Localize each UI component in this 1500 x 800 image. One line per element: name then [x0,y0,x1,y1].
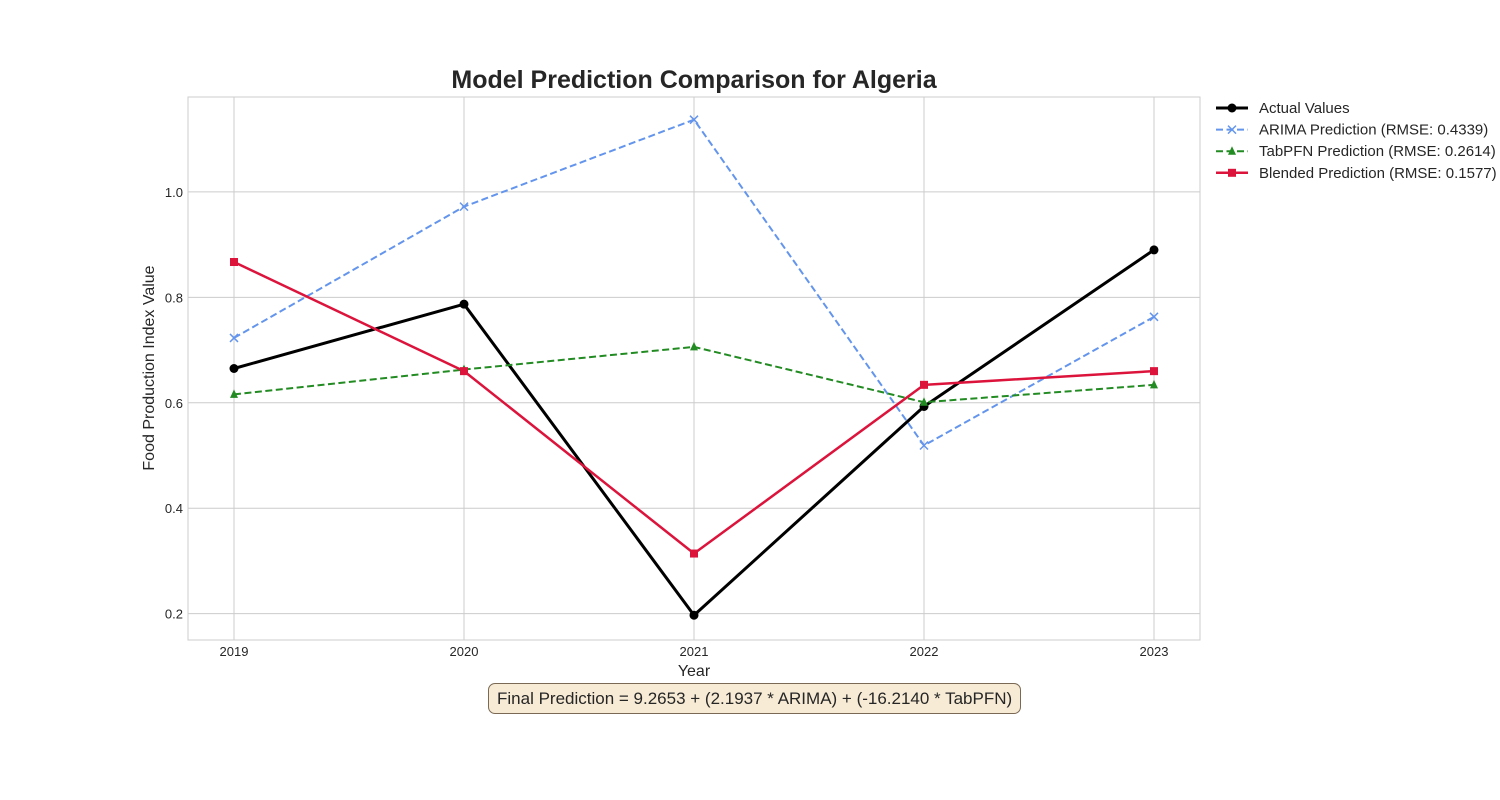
formula-annotation: Final Prediction = 9.2653 + (2.1937 * AR… [488,683,1022,714]
series-0 [229,245,1159,620]
data-point [1150,379,1158,389]
data-point [1227,103,1237,113]
data-point [919,440,929,450]
data-point [920,397,928,406]
data-point [1149,312,1159,322]
data-point [230,389,238,398]
legend-item: Blended Prediction (RMSE: 0.1577) [1216,165,1497,182]
series-layer [229,115,1159,620]
plot-frame [187,96,1201,641]
series-1 [229,115,1159,450]
y-tick-label: 1.0 [165,185,183,200]
data-point [690,341,698,351]
chart-title: Model Prediction Comparison for Algeria [451,66,937,94]
x-tick-label: 2021 [680,644,709,659]
series-3 [230,258,1158,558]
data-point [229,333,239,343]
data-point [1228,168,1236,177]
legend-label: Blended Prediction (RMSE: 0.1577) [1259,165,1497,182]
data-point [690,549,698,558]
y-axis-ticks: 0.2 0.4 0.6 0.8 1.0 [165,185,183,622]
data-point [459,299,469,309]
data-point [459,202,469,212]
x-tick-label: 2019 [220,644,249,659]
data-point [1227,125,1237,135]
y-tick-label: 0.4 [165,501,183,516]
legend: Actual Values ARIMA Prediction (RMSE: 0.4… [1216,100,1497,182]
legend-item: ARIMA Prediction (RMSE: 0.4339) [1216,122,1488,139]
data-point [689,610,699,620]
legend-item: Actual Values [1216,100,1350,117]
x-tick-label: 2023 [1140,644,1169,659]
legend-label: Actual Values [1259,100,1350,117]
legend-label: ARIMA Prediction (RMSE: 0.4339) [1259,122,1488,139]
y-tick-label: 0.8 [165,290,183,305]
data-point [1149,245,1159,255]
data-point [229,364,239,373]
legend-label: TabPFN Prediction (RMSE: 0.2614) [1259,143,1496,160]
x-tick-label: 2022 [910,644,939,659]
legend-item: TabPFN Prediction (RMSE: 0.2614) [1216,143,1496,160]
data-point [230,258,238,267]
y-tick-label: 0.6 [165,396,183,411]
data-point [460,367,468,376]
grid [188,97,1200,640]
x-axis-ticks: 2019 2020 2021 2022 2023 [220,644,1169,659]
data-point [920,380,928,389]
y-tick-label: 0.2 [165,607,183,622]
x-axis-label: Year [678,663,711,680]
data-point [1228,146,1236,155]
data-point [1150,367,1158,376]
y-axis-label: Food Production Index Value [141,265,158,470]
data-point [689,115,699,125]
x-tick-label: 2020 [450,644,479,659]
